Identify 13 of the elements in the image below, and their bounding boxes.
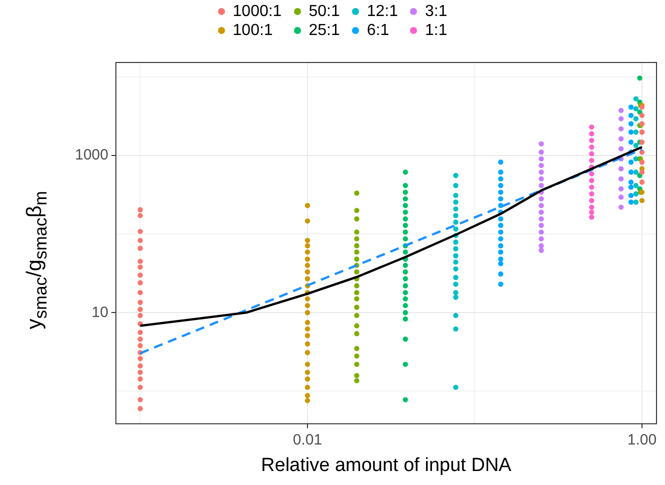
legend-label: 25:1 — [308, 21, 340, 40]
legend-label: 1:1 — [424, 21, 448, 40]
x-tick-label: 0.01 — [292, 431, 322, 448]
y-tick-label: 1000 — [74, 146, 108, 164]
x-tick-label: 1.00 — [627, 431, 657, 448]
x-axis-title: Relative amount of input DNA — [261, 454, 512, 476]
legend-label: 50:1 — [308, 2, 340, 21]
legend-label: 12:1 — [366, 2, 398, 21]
legend-label: 3:1 — [424, 2, 448, 21]
legend-label: 6:1 — [366, 21, 390, 40]
legend-label: 1000:1 — [232, 2, 282, 21]
legend-label: 100:1 — [232, 21, 273, 40]
y-tick-label: 10 — [92, 304, 108, 321]
